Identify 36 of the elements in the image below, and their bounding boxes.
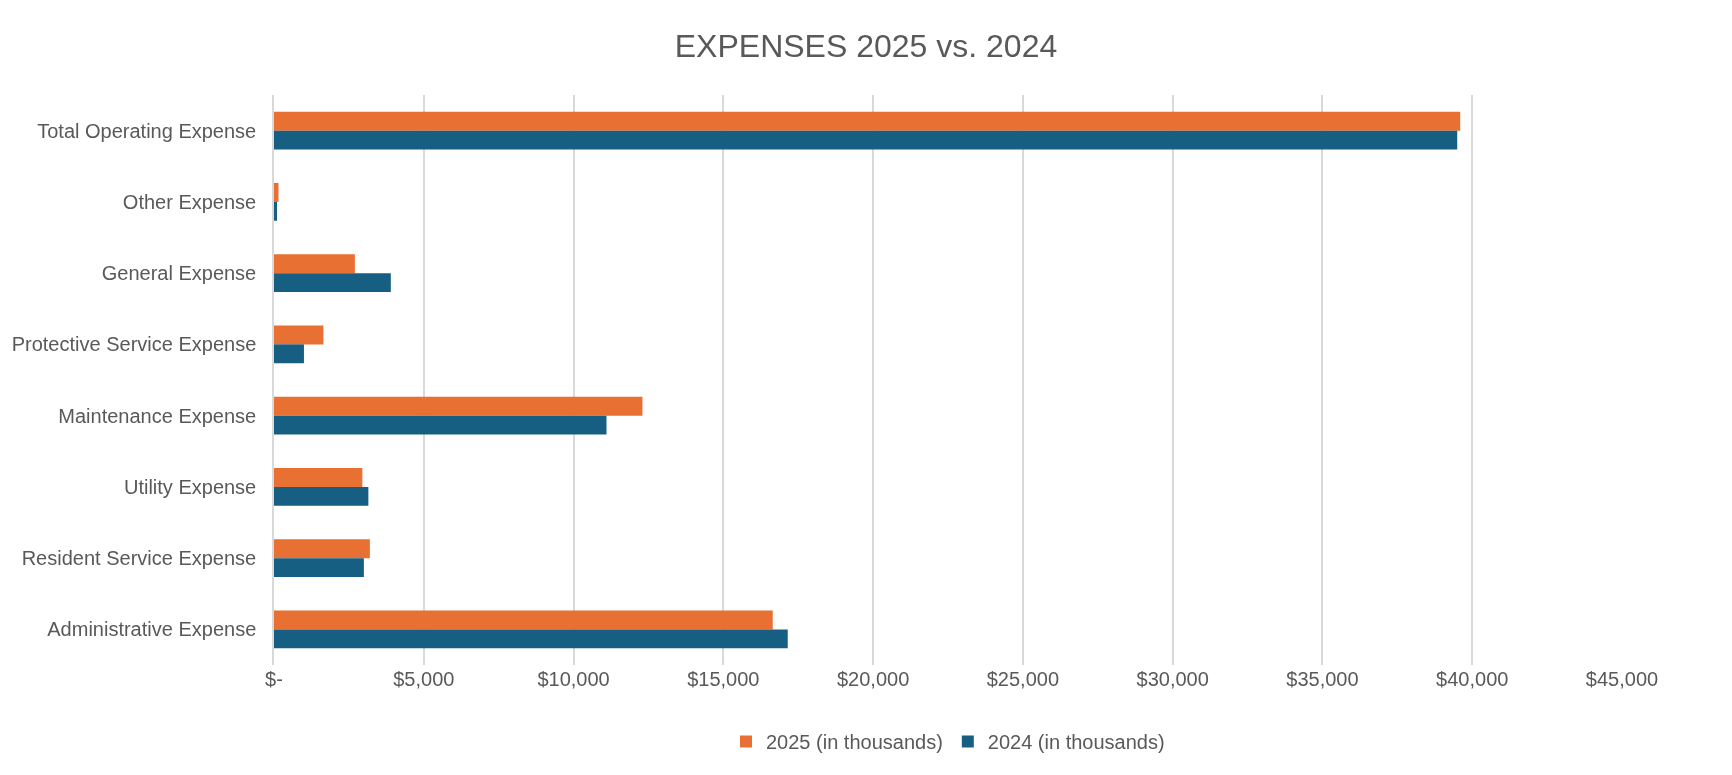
bar bbox=[274, 111, 1461, 131]
x-tick-label: $15,000 bbox=[687, 668, 760, 690]
y-tick-label: Protective Service Expense bbox=[11, 333, 257, 356]
legend-label: 2024 (in thousands) bbox=[987, 731, 1165, 754]
bar bbox=[274, 273, 391, 293]
y-tick-label: General Expense bbox=[101, 262, 257, 285]
y-tick-label: Other Expense bbox=[122, 190, 257, 213]
y-tick-label: Total Operating Expense bbox=[37, 119, 257, 142]
x-tick-label: $40,000 bbox=[1436, 668, 1509, 690]
x-tick-label: $10,000 bbox=[537, 668, 610, 690]
x-tick-label: $35,000 bbox=[1286, 668, 1359, 690]
x-tick-label: $20,000 bbox=[836, 668, 910, 690]
x-tick-label: $30,000 bbox=[1136, 668, 1209, 690]
y-tick-label: Utility Expense bbox=[123, 475, 257, 498]
bar bbox=[274, 396, 643, 416]
chart-title: EXPENSES 2025 vs. 2024 bbox=[674, 28, 1058, 65]
y-tick-label: Maintenance Expense bbox=[58, 404, 257, 427]
bar bbox=[274, 254, 355, 274]
x-tick-label: $25,000 bbox=[986, 668, 1060, 690]
y-tick-label: Administrative Expense bbox=[47, 618, 257, 641]
legend-label: 2025 (in thousands) bbox=[766, 731, 943, 754]
bar bbox=[274, 130, 1458, 150]
bar bbox=[274, 201, 277, 221]
bar bbox=[274, 558, 364, 578]
bar bbox=[274, 486, 369, 506]
x-tick-label: $5,000 bbox=[393, 668, 455, 690]
x-tick-label: $45,000 bbox=[1585, 668, 1659, 690]
bar bbox=[274, 344, 304, 364]
y-tick-label: Resident Service Expense bbox=[21, 547, 257, 570]
x-tick-label: $- bbox=[265, 668, 283, 690]
bar bbox=[274, 325, 324, 345]
bar bbox=[274, 467, 363, 487]
bar bbox=[274, 539, 370, 559]
bar bbox=[274, 629, 788, 649]
bar bbox=[274, 415, 607, 435]
bar bbox=[274, 610, 773, 630]
